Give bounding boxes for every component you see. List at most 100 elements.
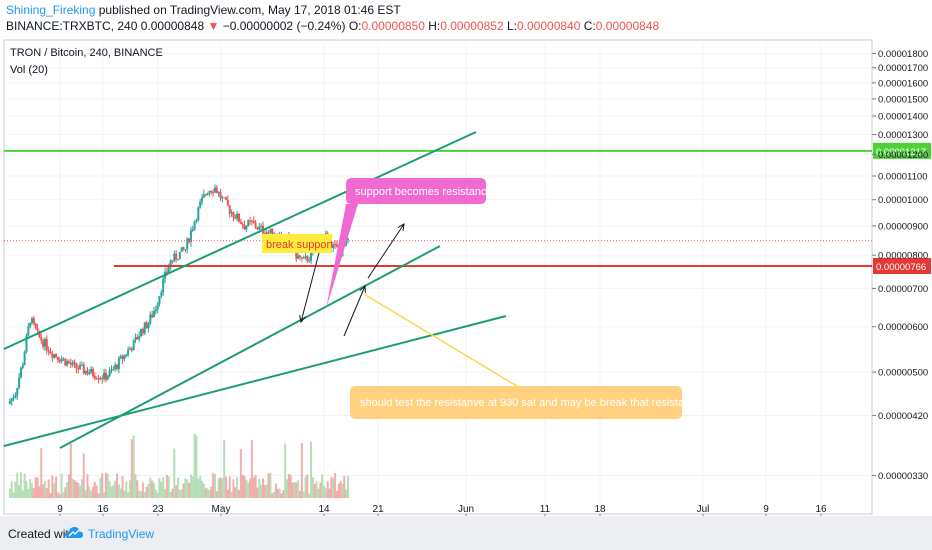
price-level-label-bg bbox=[873, 142, 931, 159]
candle-body bbox=[271, 228, 274, 238]
candle-body bbox=[237, 213, 240, 222]
chart-legend-title: TRON / Bitcoin, 240, BINANCE bbox=[10, 47, 163, 59]
volume-bar bbox=[247, 482, 250, 498]
volume-bar bbox=[332, 477, 335, 498]
candle-body bbox=[334, 244, 337, 246]
candle-body bbox=[151, 314, 154, 318]
candle-body bbox=[132, 340, 135, 351]
candle-body bbox=[16, 388, 19, 396]
candle-body bbox=[110, 370, 113, 372]
time-tick-label: 21 bbox=[372, 504, 384, 515]
price-tick-label: 0.00001400 bbox=[878, 111, 928, 122]
volume-bar bbox=[186, 479, 189, 498]
volume-bar bbox=[326, 481, 329, 498]
volume-bar bbox=[130, 439, 133, 498]
volume-bar bbox=[82, 453, 85, 498]
candle-body bbox=[210, 190, 213, 193]
time-tick-label: 16 bbox=[97, 504, 109, 515]
volume-bar bbox=[158, 478, 161, 498]
time-tick-label: 9 bbox=[57, 504, 63, 515]
candle-body bbox=[97, 378, 100, 380]
candle-body bbox=[332, 244, 335, 248]
volume-bar bbox=[219, 477, 222, 498]
candle-body bbox=[101, 378, 104, 380]
volume-bar bbox=[254, 475, 257, 498]
volume-bar bbox=[236, 477, 239, 498]
trend-channel-line bbox=[3, 131, 477, 350]
price-change: −0.00000002 (−0.24%) bbox=[222, 19, 346, 33]
volume-bar bbox=[19, 472, 22, 498]
volume-bar bbox=[306, 474, 309, 498]
candle-body bbox=[32, 318, 35, 324]
candle-body bbox=[40, 336, 43, 341]
author-link[interactable]: Shining_Fireking bbox=[6, 3, 96, 17]
candle-body bbox=[167, 267, 170, 273]
published-text: published on TradingView.com, May 17, 20… bbox=[95, 3, 401, 17]
candle-body bbox=[14, 395, 17, 398]
candle-body bbox=[186, 238, 189, 250]
volume-bar bbox=[343, 475, 346, 498]
candle-body bbox=[215, 187, 218, 194]
candle-body bbox=[82, 364, 85, 374]
candle-body bbox=[47, 349, 50, 352]
candle-body bbox=[199, 201, 202, 208]
candle-body bbox=[117, 358, 120, 369]
candle-body bbox=[49, 351, 52, 354]
volume-bar bbox=[304, 476, 307, 498]
volume-bar bbox=[43, 481, 46, 498]
break-support-text: break support bbox=[266, 239, 333, 251]
candle-body bbox=[67, 361, 70, 364]
candle-body bbox=[112, 369, 115, 371]
volume-bar bbox=[182, 483, 185, 498]
ohlc-high-value: 0.00000852 bbox=[440, 19, 504, 33]
candle-body bbox=[258, 226, 261, 230]
volume-bar bbox=[178, 489, 181, 498]
annotation-note[interactable]: should test the resistanve at 930 sat an… bbox=[350, 293, 702, 419]
candle-body bbox=[36, 328, 39, 331]
candle-body bbox=[34, 323, 37, 329]
candle-body bbox=[75, 363, 78, 369]
candle-body bbox=[88, 373, 91, 375]
volume-bar bbox=[322, 485, 325, 498]
volume-bar bbox=[165, 474, 168, 498]
price-level-label-bg bbox=[873, 257, 931, 274]
volume-bar bbox=[38, 486, 41, 498]
candle-body bbox=[267, 232, 270, 234]
candle-body bbox=[90, 368, 93, 374]
volume-bar bbox=[308, 493, 311, 498]
candle-body bbox=[204, 194, 207, 196]
volume-bar bbox=[249, 478, 252, 498]
candle-body bbox=[58, 359, 61, 362]
tradingview-brand[interactable]: TradingView bbox=[88, 527, 155, 541]
volume-bar bbox=[330, 477, 333, 498]
annotation-pink[interactable]: support becomes resistance bbox=[326, 178, 493, 309]
candle-body bbox=[245, 226, 248, 230]
volume-bar bbox=[234, 487, 237, 498]
price-chart[interactable]: 0.00001217 0.00000766 0.00000330 0.0000042… bbox=[0, 36, 932, 516]
volume-bar bbox=[215, 491, 218, 498]
volume-bar bbox=[93, 481, 96, 498]
time-axis[interactable]: 9 16 23 May 14 21 Jun 11 18 Jul 9 16 bbox=[57, 504, 827, 516]
volume-bar bbox=[106, 473, 109, 498]
volume-bar bbox=[14, 481, 17, 498]
candle-body bbox=[116, 364, 119, 369]
candle-body bbox=[27, 326, 30, 336]
volume-bar bbox=[66, 482, 69, 498]
volume-bar bbox=[225, 476, 228, 498]
price-tick-label: 0.00000420 bbox=[878, 411, 928, 422]
volume-bar bbox=[45, 488, 48, 498]
price-axis[interactable]: 0.00000330 0.00000420 0.00000500 0.00000600… bbox=[872, 49, 928, 482]
price-tick-label: 0.00001700 bbox=[878, 63, 928, 74]
annotation-break-support[interactable]: break support bbox=[262, 234, 333, 253]
candle-body bbox=[154, 309, 157, 312]
tradingview-cloud-icon bbox=[65, 527, 83, 538]
price-tick-label: 0.00000900 bbox=[878, 221, 928, 232]
candle-body bbox=[45, 339, 48, 350]
candle-body bbox=[19, 367, 22, 378]
candle-body bbox=[43, 339, 46, 347]
volume-bar bbox=[239, 448, 242, 498]
candle-body bbox=[212, 192, 215, 194]
candle-body bbox=[79, 365, 82, 370]
volume-bar bbox=[23, 473, 26, 498]
volume-bar bbox=[302, 491, 305, 498]
